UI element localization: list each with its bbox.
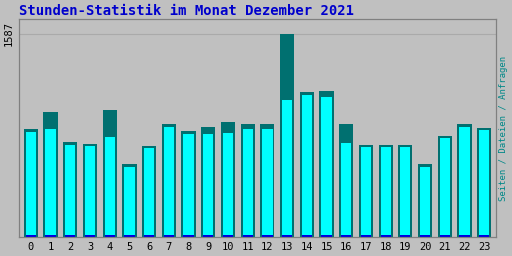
Bar: [319, 91, 334, 237]
Bar: [418, 164, 432, 237]
Bar: [142, 146, 156, 237]
Bar: [280, 34, 294, 237]
Bar: [44, 112, 58, 237]
Bar: [440, 235, 450, 237]
Bar: [24, 130, 38, 237]
Bar: [221, 122, 235, 237]
Bar: [122, 164, 137, 237]
Bar: [124, 235, 135, 237]
Bar: [102, 110, 117, 237]
Bar: [164, 235, 174, 237]
Y-axis label: Seiten / Dateien / Anfragen: Seiten / Dateien / Anfragen: [499, 56, 508, 201]
Bar: [378, 145, 393, 237]
Bar: [223, 235, 233, 237]
Bar: [46, 130, 56, 237]
Bar: [262, 129, 272, 237]
Bar: [183, 134, 194, 237]
Bar: [438, 136, 452, 237]
Bar: [104, 137, 115, 237]
Bar: [241, 124, 255, 237]
Bar: [260, 124, 274, 237]
Bar: [223, 133, 233, 237]
Bar: [479, 235, 489, 237]
Bar: [400, 235, 411, 237]
Bar: [282, 235, 292, 237]
Bar: [361, 235, 371, 237]
Bar: [85, 146, 95, 237]
Bar: [124, 167, 135, 237]
Bar: [459, 127, 470, 237]
Bar: [144, 235, 154, 237]
Bar: [322, 235, 332, 237]
Bar: [302, 235, 312, 237]
Bar: [341, 143, 351, 237]
Text: Stunden-Statistik im Monat Dezember 2021: Stunden-Statistik im Monat Dezember 2021: [19, 4, 354, 18]
Bar: [262, 235, 272, 237]
Bar: [203, 134, 214, 237]
Bar: [46, 235, 56, 237]
Bar: [65, 235, 75, 237]
Bar: [359, 145, 373, 237]
Bar: [457, 124, 472, 237]
Bar: [322, 98, 332, 237]
Bar: [164, 127, 174, 237]
Bar: [479, 131, 489, 237]
Bar: [300, 92, 314, 237]
Bar: [282, 100, 292, 237]
Bar: [201, 127, 216, 237]
Bar: [181, 131, 196, 237]
Bar: [440, 138, 450, 237]
Bar: [398, 145, 413, 237]
Bar: [65, 145, 75, 237]
Bar: [339, 124, 353, 237]
Bar: [459, 235, 470, 237]
Bar: [203, 235, 214, 237]
Bar: [243, 129, 253, 237]
Bar: [144, 148, 154, 237]
Bar: [26, 132, 36, 237]
Bar: [380, 147, 391, 237]
Bar: [26, 235, 36, 237]
Bar: [400, 147, 411, 237]
Bar: [302, 95, 312, 237]
Bar: [341, 235, 351, 237]
Bar: [83, 144, 97, 237]
Bar: [243, 235, 253, 237]
Bar: [183, 235, 194, 237]
Bar: [104, 235, 115, 237]
Bar: [420, 235, 430, 237]
Bar: [380, 235, 391, 237]
Bar: [361, 147, 371, 237]
Bar: [162, 124, 176, 237]
Bar: [85, 235, 95, 237]
Bar: [477, 128, 492, 237]
Bar: [63, 142, 77, 237]
Bar: [420, 167, 430, 237]
